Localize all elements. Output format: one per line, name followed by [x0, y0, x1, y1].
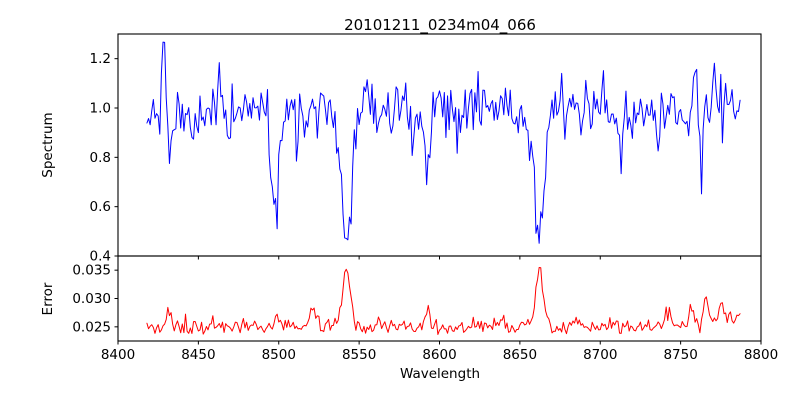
x-tick-label: 8600 [422, 347, 456, 363]
x-axis-label: Wavelength [400, 366, 480, 382]
error-y-axis-label: Error [40, 282, 56, 315]
y-tick-label: 0.030 [72, 291, 111, 307]
x-tick-label: 8550 [342, 347, 376, 363]
x-tick-label: 8700 [583, 347, 617, 363]
y-tick-label: 1.2 [90, 51, 111, 67]
spectrum-y-axis-label: Spectrum [40, 112, 56, 177]
y-tick-label: 1.0 [90, 101, 111, 117]
x-tick-label: 8500 [262, 347, 296, 363]
x-tick-label: 8650 [503, 347, 537, 363]
y-tick-label: 0.4 [90, 249, 111, 265]
error-x-ticks: 8400 8450 8500 8550 8600 8650 8700 8750 8800 [101, 341, 778, 363]
spectrum-trace [146, 41, 741, 244]
error-trace [146, 266, 741, 335]
y-tick-label: 0.8 [90, 150, 111, 166]
y-tick-label: 0.025 [72, 319, 111, 335]
error-y-ticks: 0.025 0.030 0.035 [72, 263, 118, 335]
error-axes: 0.025 0.030 0.035 8400 8450 8500 8550 8600 8650… [40, 255, 778, 382]
x-tick-label: 8750 [663, 347, 697, 363]
spectrum-y-ticks: 0.4 0.6 0.8 1.0 1.2 [90, 51, 118, 265]
x-tick-label: 8800 [744, 347, 778, 363]
y-tick-label: 0.6 [90, 199, 111, 215]
x-tick-label: 8450 [181, 347, 215, 363]
x-tick-label: 8400 [101, 347, 135, 363]
y-tick-label: 0.035 [72, 263, 111, 279]
figure-title: 20101211_0234m04_066 [344, 16, 536, 35]
